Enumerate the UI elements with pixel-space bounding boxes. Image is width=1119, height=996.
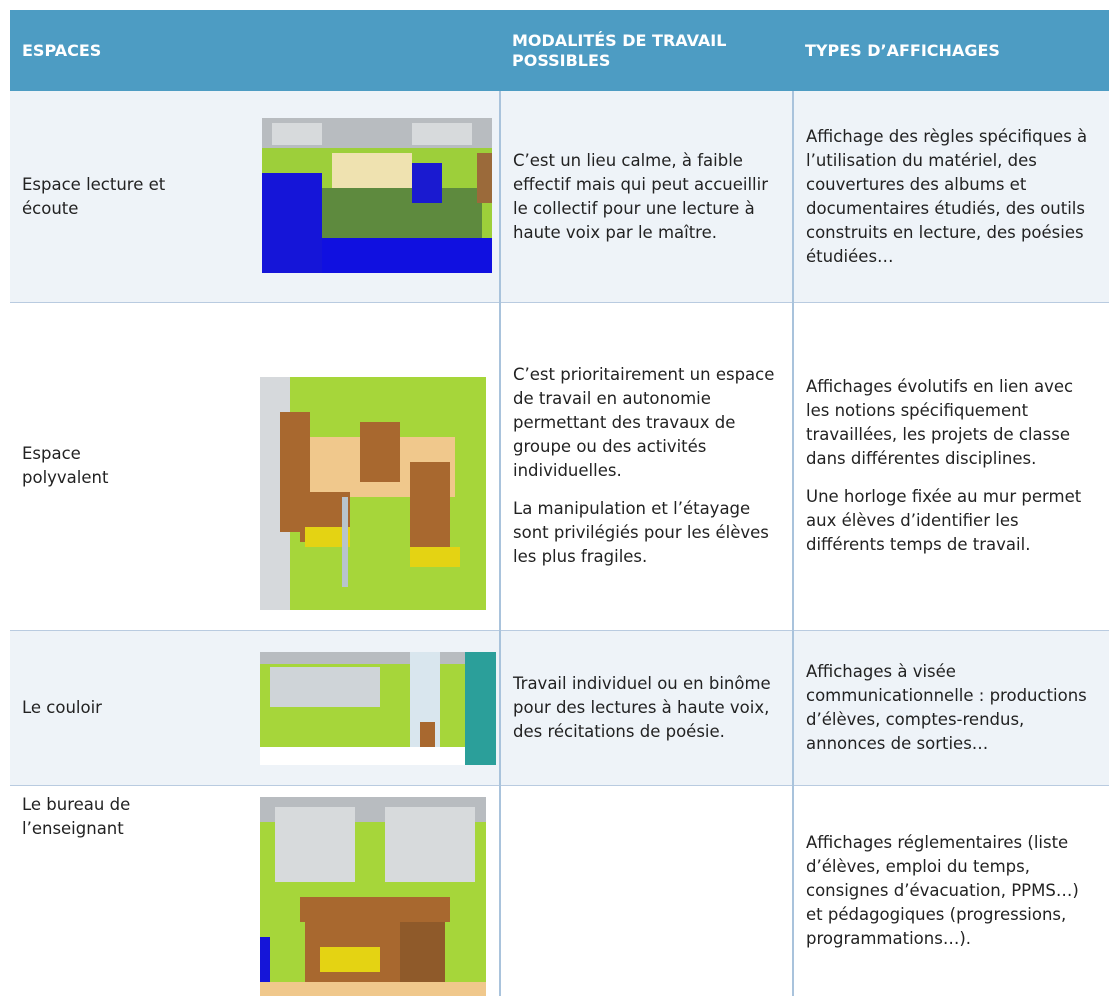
space-name: Espace lecture et écoute	[22, 174, 166, 218]
corridor-image	[260, 652, 496, 765]
row-bg	[10, 91, 1109, 302]
displays-cell: Affichage des règles spécifiques à l’uti…	[794, 91, 1109, 302]
display-paragraph: Affichages évolutifs en lien avec les no…	[806, 377, 1074, 468]
space-name: Espace polyvalent	[22, 444, 109, 487]
space-name: Le couloir	[22, 697, 102, 717]
header-cell: MODALITÉS DE TRAVAIL POSSIBLES	[500, 10, 793, 91]
modalities-cell: Travail individuel ou en binôme pour des…	[501, 630, 792, 785]
header-text: ESPACES	[22, 40, 102, 60]
modalitie-paragraph: Travail individuel ou en binôme pour des…	[513, 673, 771, 741]
display-paragraph: Affichages à visée communicationnelle : …	[806, 661, 1087, 753]
display-paragraph: Affichage des règles spécifiques à l’uti…	[806, 126, 1088, 266]
displays-cell: Affichages réglementaires (liste d’élève…	[794, 785, 1109, 996]
multipurpose-space-image	[260, 377, 486, 610]
displays-cell: Affichages évolutifs en lien avec les no…	[794, 302, 1109, 630]
reading-space-image	[262, 118, 492, 273]
teacher-desk-image	[260, 797, 486, 996]
row-bg	[10, 630, 1109, 785]
modalities-cell	[501, 785, 792, 996]
row-divider	[10, 630, 1109, 631]
space-cell: Espace lecture et écoute	[10, 91, 200, 302]
modalitie-paragraph: C’est prioritairement un espace de trava…	[513, 365, 775, 480]
header-cell: ESPACES	[10, 10, 500, 91]
header-cell: TYPES D’AFFICHAGES	[793, 10, 1109, 91]
space-cell: Le bureau de l’enseignant	[10, 785, 200, 996]
column-divider	[499, 91, 501, 996]
displays-cell: Affichages à visée communicationnelle : …	[794, 630, 1109, 785]
header-text: TYPES D’AFFICHAGES	[805, 40, 1000, 60]
space-cell: Le couloir	[10, 630, 200, 785]
header-text: MODALITÉS DE TRAVAIL POSSIBLES	[512, 30, 727, 70]
row-divider	[10, 785, 1109, 786]
display-paragraph: Une horloge fixée au mur permet aux élèv…	[806, 487, 1082, 554]
column-divider	[792, 91, 794, 996]
space-cell: Espace polyvalent	[10, 302, 200, 630]
space-name: Le bureau de l’enseignant	[22, 795, 131, 838]
modalitie-paragraph: La manipulation et l’étayage sont privil…	[513, 499, 769, 566]
row-divider	[10, 302, 1109, 303]
modalities-cell: C’est prioritairement un espace de trava…	[501, 302, 792, 630]
modalities-cell: C’est un lieu calme, à faible effectif m…	[501, 91, 792, 302]
modalitie-paragraph: C’est un lieu calme, à faible effectif m…	[513, 150, 769, 242]
display-paragraph: Affichages réglementaires (liste d’élève…	[806, 832, 1079, 948]
